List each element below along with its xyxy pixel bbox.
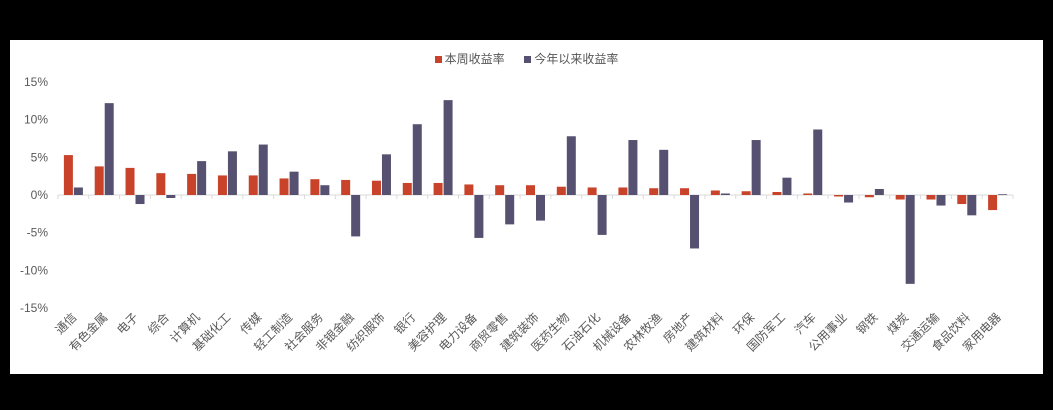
bar-ytd <box>813 129 823 195</box>
bar-ytd <box>351 195 361 237</box>
bar-weekly <box>864 195 874 198</box>
bar-ytd <box>751 140 761 195</box>
bar-ytd <box>998 194 1008 196</box>
y-tick-label: -5% <box>27 226 49 240</box>
x-category-label: 银行 <box>392 310 419 337</box>
legend-label-weekly: 本周收益率 <box>444 52 505 66</box>
bar-weekly <box>402 182 412 195</box>
bar-ytd <box>474 195 484 238</box>
bar-weekly <box>187 173 197 195</box>
bar-weekly <box>680 188 690 195</box>
legend-swatch-weekly <box>434 56 442 63</box>
bar-weekly <box>433 182 443 195</box>
x-category-label: 传媒 <box>237 310 265 338</box>
bar-weekly <box>587 187 597 195</box>
bar-ytd <box>258 144 268 195</box>
bar-weekly <box>125 167 135 195</box>
chart-panel: 本周收益率 今年以来收益率 15% 10% 5% 0% -5% -10% -15% 通信 有色金… <box>10 40 1043 374</box>
x-category-label: 钢铁 <box>854 310 881 337</box>
x-category-label: 通信 <box>53 310 80 337</box>
bar-ytd <box>381 154 391 195</box>
bar-ytd <box>874 188 884 195</box>
bar-ytd <box>566 136 576 195</box>
legend-item-ytd: 今年以来收益率 <box>524 50 618 67</box>
bar-ytd <box>289 171 299 195</box>
bar-ytd <box>844 195 854 203</box>
bar-ytd <box>628 140 638 195</box>
bar-weekly <box>495 185 505 195</box>
bar-weekly <box>279 178 289 195</box>
bar-ytd <box>135 195 145 205</box>
bar-ytd <box>166 195 176 199</box>
bar-ytd <box>73 187 83 195</box>
y-tick-label: 0% <box>31 188 49 202</box>
bar-ytd <box>197 161 207 195</box>
y-tick-label: 15% <box>24 75 48 89</box>
bar-weekly <box>526 185 535 195</box>
bar-ytd <box>104 103 114 195</box>
bar-weekly <box>618 187 628 195</box>
bar-ytd <box>536 195 545 221</box>
y-tick-label: 10% <box>24 113 48 127</box>
bar-weekly <box>341 179 351 195</box>
bar-ytd <box>412 124 422 195</box>
bar-weekly <box>772 191 782 195</box>
bar-weekly <box>371 180 381 195</box>
y-tick-label: -15% <box>20 301 48 315</box>
bar-weekly <box>556 186 566 195</box>
bar-ytd <box>443 100 453 195</box>
bar-weekly <box>741 191 751 195</box>
bar-weekly <box>310 179 320 195</box>
bar-ytd <box>967 195 977 216</box>
legend-item-weekly: 本周收益率 <box>434 50 505 67</box>
bar-weekly <box>803 193 813 195</box>
chart-legend: 本周收益率 今年以来收益率 <box>10 50 1043 67</box>
bar-weekly <box>926 195 936 200</box>
bar-weekly <box>63 155 73 195</box>
bar-ytd <box>597 195 607 235</box>
x-category-label: 电子 <box>114 310 141 337</box>
bar-ytd <box>720 193 730 195</box>
bar-weekly <box>156 173 166 195</box>
y-tick-label: -10% <box>20 263 48 277</box>
bar-weekly <box>957 195 967 205</box>
bar-ytd <box>690 195 700 249</box>
bar-ytd <box>227 151 237 195</box>
bar-weekly <box>895 195 905 200</box>
bar-weekly <box>649 188 659 195</box>
bar-weekly <box>988 195 998 211</box>
x-category-label: 环保 <box>730 310 757 337</box>
bar-weekly <box>217 175 227 195</box>
bar-weekly <box>248 175 258 195</box>
y-tick-label: 5% <box>31 150 49 164</box>
bar-ytd <box>936 195 946 206</box>
bar-weekly <box>464 184 474 195</box>
legend-label-ytd: 今年以来收益率 <box>534 52 619 66</box>
bar-weekly <box>94 166 104 195</box>
bar-ytd <box>320 185 330 195</box>
x-category-label: 煤炭 <box>884 310 911 337</box>
bar-ytd <box>782 177 792 195</box>
legend-swatch-ytd <box>524 56 532 63</box>
bar-ytd <box>659 149 669 195</box>
bar-ytd <box>905 195 915 284</box>
x-category-label: 综合 <box>144 310 172 338</box>
bar-weekly <box>834 195 844 197</box>
bar-ytd <box>505 195 515 225</box>
x-category-label: 汽车 <box>791 310 819 338</box>
bar-weekly <box>710 190 720 195</box>
